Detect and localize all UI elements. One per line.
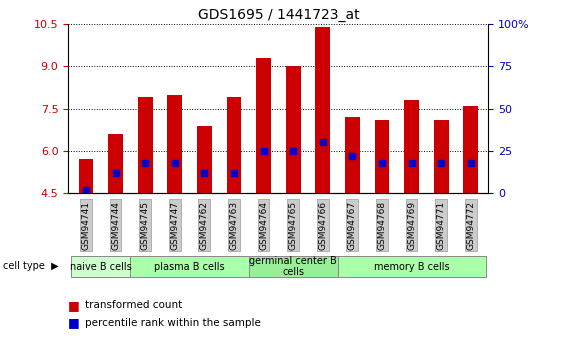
Bar xyxy=(227,97,241,193)
Bar xyxy=(374,120,389,193)
Text: ■: ■ xyxy=(68,299,80,312)
Text: germinal center B
cells: germinal center B cells xyxy=(249,256,337,277)
Bar xyxy=(345,117,360,193)
FancyBboxPatch shape xyxy=(71,256,130,277)
Bar xyxy=(286,66,300,193)
Text: ■: ■ xyxy=(68,316,80,329)
Bar xyxy=(463,106,478,193)
Title: GDS1695 / 1441723_at: GDS1695 / 1441723_at xyxy=(198,8,359,22)
Text: plasma B cells: plasma B cells xyxy=(154,262,225,272)
Bar xyxy=(404,100,419,193)
Bar xyxy=(256,58,271,193)
Bar xyxy=(168,95,182,193)
Bar xyxy=(434,120,449,193)
Text: memory B cells: memory B cells xyxy=(374,262,449,272)
FancyBboxPatch shape xyxy=(249,256,337,277)
Text: transformed count: transformed count xyxy=(85,300,182,310)
Bar xyxy=(197,126,212,193)
Bar xyxy=(78,159,93,193)
FancyBboxPatch shape xyxy=(337,256,486,277)
Bar xyxy=(108,134,123,193)
Bar xyxy=(137,97,153,193)
Text: cell type  ▶: cell type ▶ xyxy=(3,262,59,271)
Bar xyxy=(315,27,330,193)
FancyBboxPatch shape xyxy=(130,256,249,277)
Text: naive B cells: naive B cells xyxy=(70,262,132,272)
Text: percentile rank within the sample: percentile rank within the sample xyxy=(85,318,261,327)
